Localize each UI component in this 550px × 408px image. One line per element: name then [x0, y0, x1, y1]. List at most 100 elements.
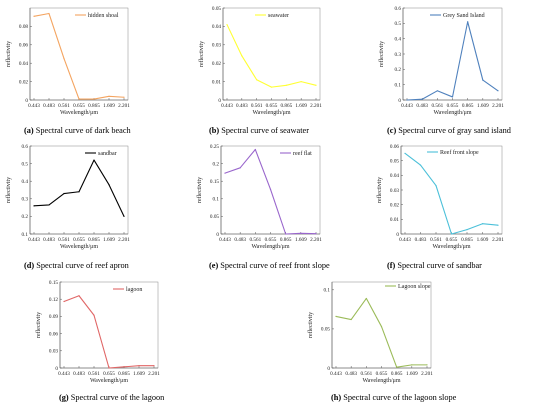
data-point — [365, 297, 367, 300]
data-point — [481, 223, 484, 225]
x-tick-label: 0.561 — [251, 103, 263, 109]
panel-caption: (h) Spectral curve of the lagoon slope — [331, 393, 457, 402]
y-tick-label: 0.04 — [212, 24, 221, 30]
data-point — [123, 96, 125, 98]
y-axis-label: reflectivity — [376, 177, 383, 203]
panel-caption: (e) Spectral curve of reef front slope — [209, 261, 330, 270]
data-point — [108, 95, 110, 97]
y-tick-label: 0.6 — [22, 144, 29, 150]
x-tick-label: 0.483 — [73, 371, 85, 377]
y-axis-label: reflectivity — [378, 41, 385, 67]
caption-label: (a) — [24, 126, 34, 135]
data-point — [396, 366, 398, 368]
x-tick-label: 0.483 — [345, 371, 357, 377]
x-tick-label: 2.201 — [148, 371, 160, 377]
legend: Reef front slope — [427, 149, 479, 156]
data-point — [435, 185, 437, 187]
data-point — [300, 232, 302, 234]
x-tick-label: 0.483 — [236, 103, 248, 109]
series-line — [33, 159, 125, 217]
caption-text: Spectral curve of gray sand island — [396, 126, 512, 135]
y-tick-label: 0.1 — [213, 197, 220, 203]
x-tick-label: 1.609 — [133, 371, 145, 377]
series-line — [224, 148, 317, 235]
x-axis-label: Wavelength/μm — [90, 378, 128, 384]
data-point — [93, 314, 95, 316]
data-point — [467, 21, 469, 23]
caption-label: (b) — [209, 126, 219, 135]
data-point — [421, 98, 423, 100]
data-point — [254, 148, 256, 151]
data-point — [436, 90, 438, 92]
data-point — [350, 318, 352, 321]
y-tick-label: 0.05 — [390, 158, 399, 164]
legend: sandbar — [85, 151, 117, 157]
y-tick-label: 0.15 — [49, 280, 58, 286]
data-point — [451, 96, 454, 98]
caption-text: Spectral curve of dark beach — [34, 126, 132, 135]
y-tick-label: 0.03 — [49, 349, 58, 355]
x-tick-label: 0.865 — [280, 237, 292, 243]
y-axis-label: reflectivity — [307, 312, 314, 338]
panel-b: 0 0.01 0.02 0.03 0.04 0.05 0.443 0.483 0.561 0.65… — [198, 6, 322, 135]
panel-g: 0 0.03 0.06 0.09 0.12 0.15 0.443 0.483 0.561 0.65… — [35, 280, 165, 402]
plot-frame — [29, 145, 129, 235]
data-point — [138, 365, 140, 367]
y-tick-label: 0.01 — [212, 79, 221, 85]
x-tick-label: 0.483 — [415, 237, 427, 243]
x-tick-label: 2.201 — [492, 237, 504, 243]
data-point — [108, 367, 110, 369]
data-point — [269, 188, 272, 190]
y-axis-label: reflectivity — [196, 177, 203, 203]
plot-frame — [400, 145, 503, 235]
panel-caption: (f) Spectral curve of sandbar — [387, 261, 482, 270]
x-tick-label: 0.655 — [265, 237, 277, 243]
x-tick-label: 0.443 — [221, 103, 233, 109]
data-point — [78, 98, 80, 100]
y-tick-label: 0.5 — [22, 161, 29, 167]
legend: lagoon — [113, 287, 142, 293]
x-tick-label: 0.443 — [58, 371, 70, 377]
series-line — [63, 295, 154, 369]
panel-e: 0 0.05 0.1 0.15 0.2 0.25 0.443 0.483 0.561 0.655 0… — [196, 144, 330, 270]
data-point — [315, 233, 317, 235]
x-tick-label: 0.443 — [219, 237, 231, 243]
data-point — [123, 366, 125, 368]
caption-label: (h) — [331, 393, 341, 402]
legend-label: seawater — [268, 13, 289, 19]
x-tick-label: 1.609 — [477, 237, 489, 243]
panel-d: 0.1 0.2 0.3 0.4 0.5 0.6 0.443 0.483 0.561 0.655 0.… — [5, 144, 130, 270]
y-tick-label: 0.1 — [324, 288, 331, 294]
y-tick-label: 0.12 — [49, 297, 58, 303]
x-tick-label: 0.483 — [43, 237, 55, 243]
data-point — [380, 325, 383, 328]
y-axis-label: reflectivity — [5, 177, 12, 203]
x-axis-label: Wavelength/μm — [432, 244, 470, 250]
x-axis-label: Wavelength/μm — [433, 110, 471, 116]
x-tick-label: 0.865 — [280, 103, 292, 109]
y-tick-label: 0 — [216, 232, 219, 238]
x-tick-label: 1.609 — [295, 237, 307, 243]
caption-label: (d) — [24, 261, 34, 270]
y-tick-label: 0 — [55, 366, 58, 372]
x-tick-label: 0.655 — [103, 371, 115, 377]
y-tick-label: 0.05 — [321, 327, 330, 333]
y-tick-label: 0.3 — [22, 197, 29, 203]
plot-frame — [331, 281, 432, 369]
data-point — [123, 215, 125, 217]
data-point — [226, 23, 228, 26]
data-point — [406, 99, 408, 101]
caption-text: Spectral curve of the lagoon slope — [341, 393, 457, 402]
y-tick-label: 0.02 — [390, 202, 399, 208]
data-point — [419, 164, 422, 166]
x-tick-label: 0.561 — [430, 237, 442, 243]
x-tick-label: 2.201 — [310, 237, 322, 243]
legend: Grey Sand Island — [430, 13, 485, 19]
x-tick-label: 0.561 — [431, 103, 443, 109]
x-tick-label: 0.655 — [266, 103, 278, 109]
x-tick-label: 1.609 — [477, 103, 489, 109]
y-tick-label: 0.04 — [19, 61, 28, 67]
panel-caption: (c) Spectral curve of gray sand island — [387, 126, 512, 135]
y-tick-label: 0.3 — [395, 52, 402, 58]
x-tick-label: 0.443 — [399, 237, 411, 243]
